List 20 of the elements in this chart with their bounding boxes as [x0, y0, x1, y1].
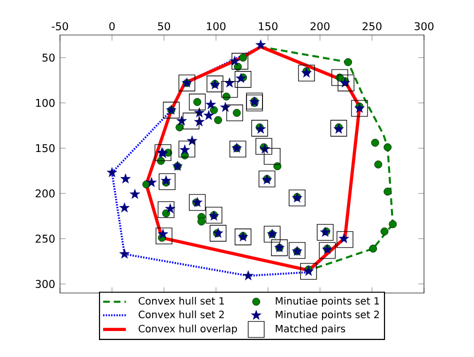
y-tick-label: 50 — [42, 54, 55, 62]
legend-label: Matched pairs — [276, 324, 346, 334]
legend-label: Convex hull overlap — [138, 324, 237, 334]
legend-label: Minutiae points set 2 — [276, 310, 379, 320]
x-tick-label: 300 — [414, 22, 434, 30]
x-tick-label: 100 — [206, 22, 226, 30]
x-tick-label: 0 — [109, 22, 115, 30]
x-tick-label: 150 — [258, 22, 278, 30]
x-tick-label: -50 — [52, 22, 68, 30]
x-tick-label: 250 — [362, 22, 382, 30]
legend-label: Convex hull set 2 — [138, 310, 224, 318]
legend-label: Minutiae points set 1 — [276, 296, 379, 307]
y-tick-label: 150 — [36, 144, 55, 152]
x-tick-label: 50 — [158, 22, 170, 30]
y-tick-label: 300 — [36, 280, 55, 288]
y-tick-label: 200 — [36, 189, 55, 198]
y-tick-label: 250 — [36, 234, 55, 243]
x-tick-label: 200 — [310, 22, 330, 30]
legend-label: Convex hull set 1 — [138, 296, 224, 305]
y-tick-label: 100 — [36, 98, 55, 107]
